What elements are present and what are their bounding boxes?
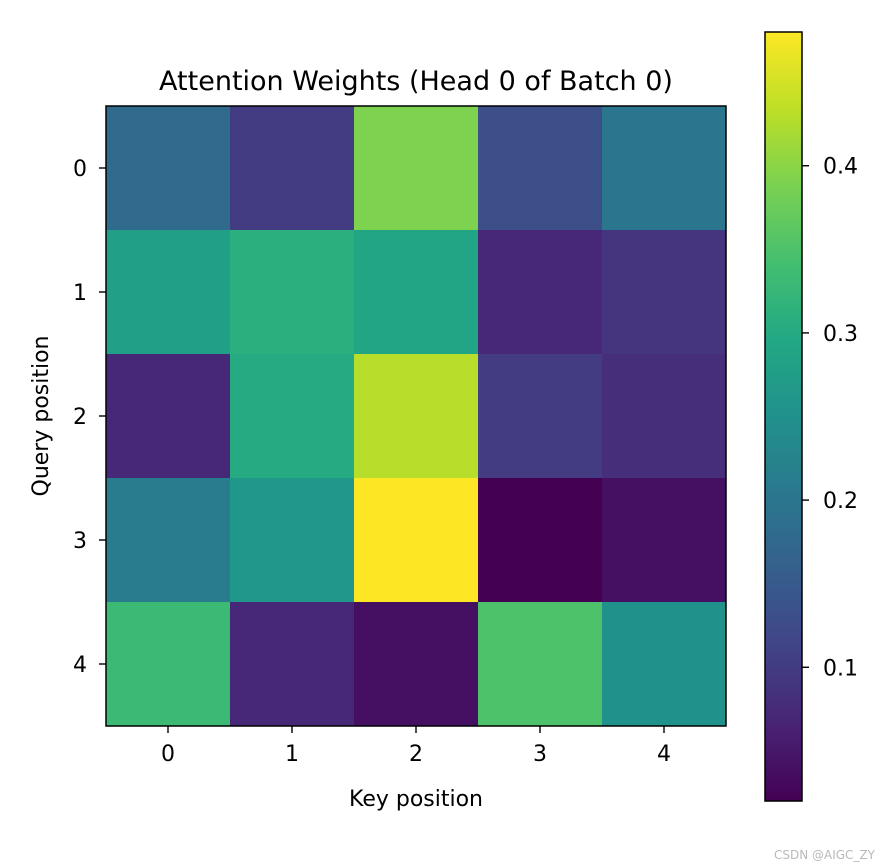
colorbar-tick-label: 0.2: [823, 489, 858, 514]
y-axis-label: Query position: [29, 336, 54, 497]
heatmap-cell-4-1: [230, 602, 355, 727]
x-axis-ticks: 0 1 2 3 4: [161, 726, 671, 767]
heatmap-cell-3-1: [230, 478, 355, 603]
heatmap-cell-2-4: [602, 354, 727, 479]
x-tick-label: 0: [161, 742, 175, 767]
heatmap-cell-0-4: [602, 106, 727, 231]
heatmap-cells: [106, 106, 727, 727]
heatmap-cell-4-3: [478, 602, 603, 727]
heatmap-cell-0-3: [478, 106, 603, 231]
y-tick-label: 1: [73, 281, 87, 306]
chart-title: Attention Weights (Head 0 of Batch 0): [159, 66, 673, 97]
heatmap-cell-4-4: [602, 602, 727, 727]
y-tick-label: 3: [73, 529, 87, 554]
heatmap-cell-1-2: [354, 230, 479, 355]
colorbar-ticks: 0.1 0.2 0.3 0.4: [802, 155, 858, 681]
heatmap-cell-0-1: [230, 106, 355, 231]
heatmap-cell-3-3: [478, 478, 603, 603]
x-tick-label: 4: [657, 742, 671, 767]
heatmap-cell-1-3: [478, 230, 603, 355]
x-tick-label: 1: [285, 742, 299, 767]
x-axis-label: Key position: [349, 787, 483, 812]
y-axis-ticks: 0 1 2 3 4: [73, 157, 106, 678]
heatmap-cell-0-2: [354, 106, 479, 231]
y-tick-label: 0: [73, 157, 87, 182]
colorbar-tick-label: 0.3: [823, 322, 858, 347]
watermark-text: CSDN @AIGC_ZY: [773, 848, 875, 862]
heatmap-cell-2-3: [478, 354, 603, 479]
heatmap-cell-1-1: [230, 230, 355, 355]
colorbar-tick-label: 0.4: [823, 155, 858, 180]
heatmap-cell-0-0: [106, 106, 231, 231]
x-tick-label: 3: [533, 742, 547, 767]
heatmap-cell-3-0: [106, 478, 231, 603]
x-tick-label: 2: [409, 742, 423, 767]
y-tick-label: 4: [73, 653, 87, 678]
heatmap-cell-3-4: [602, 478, 727, 603]
heatmap-cell-4-2: [354, 602, 479, 727]
colorbar-tick-label: 0.1: [823, 656, 858, 681]
heatmap-cell-2-2: [354, 354, 479, 479]
y-tick-label: 2: [73, 405, 87, 430]
heatmap-cell-1-0: [106, 230, 231, 355]
heatmap-cell-2-0: [106, 354, 231, 479]
heatmap-cell-1-4: [602, 230, 727, 355]
heatmap-cell-3-2: [354, 478, 479, 603]
heatmap-cell-2-1: [230, 354, 355, 479]
colorbar: [764, 31, 803, 802]
heatmap-cell-4-0: [106, 602, 231, 727]
